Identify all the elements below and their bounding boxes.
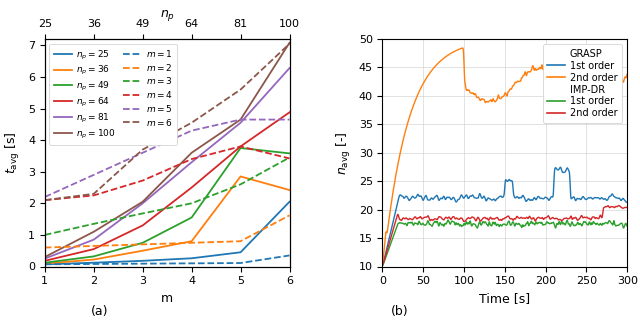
X-axis label: $n_p$: $n_p$ [159,7,175,23]
Text: (a): (a) [90,305,108,318]
X-axis label: Time [s]: Time [s] [479,292,531,305]
Y-axis label: $n_{\rm avg}$ [-]: $n_{\rm avg}$ [-] [335,131,353,175]
Legend: $n_p = 25$, $n_p = 36$, $n_p = 49$, $n_p = 64$, $n_p = 81$, $n_p = 100$, $m = 1$: $n_p = 25$, $n_p = 36$, $n_p = 49$, $n_p… [49,44,177,145]
Y-axis label: $t_{\rm avg}$ [s]: $t_{\rm avg}$ [s] [4,132,22,174]
X-axis label: m: m [161,292,173,305]
Legend: GRASP, 1st order, 2nd order, IMP-DR, 1st order, 2nd order: GRASP, 1st order, 2nd order, IMP-DR, 1st… [543,44,622,123]
Text: (b): (b) [391,305,409,318]
